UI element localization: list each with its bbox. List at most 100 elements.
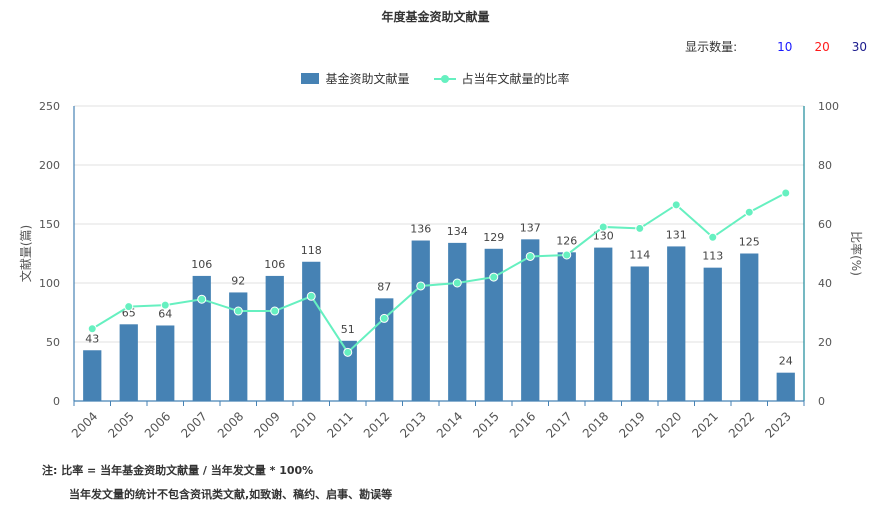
bar [521, 239, 540, 401]
bar-value-label: 92 [231, 274, 245, 287]
x-tick-label: 2015 [470, 409, 501, 440]
x-tick-label: 2019 [616, 409, 647, 440]
display-count-option-20[interactable]: 20 [814, 39, 830, 54]
bar [484, 248, 503, 401]
y-right-tick-label: 60 [818, 218, 832, 231]
x-tick-label: 2020 [653, 409, 684, 440]
bar-value-label: 129 [483, 231, 504, 244]
ratio-point [489, 272, 499, 282]
y-right-tick-label: 40 [818, 277, 832, 290]
ratio-point [343, 347, 353, 357]
x-tick-label: 2023 [762, 409, 793, 440]
x-tick-label: 2009 [251, 409, 282, 440]
note-count-exclusion: 当年发文量的统计不包含资讯类文献,如致谢、稿约、启事、勘误等 [69, 488, 393, 501]
legend-item-bar[interactable]: 基金资助文献量 [301, 70, 410, 87]
ratio-point [562, 250, 572, 260]
bar [265, 275, 284, 401]
ratio-point [270, 306, 280, 316]
bar-value-label: 130 [593, 230, 614, 243]
bar [776, 372, 795, 401]
ratio-point [598, 222, 608, 232]
bar [667, 246, 686, 401]
bar-value-label: 87 [377, 280, 391, 293]
bar [411, 240, 430, 401]
bar [703, 267, 722, 401]
bar-value-label: 51 [341, 323, 355, 336]
ratio-point [781, 188, 791, 198]
bar-value-label: 106 [191, 258, 212, 271]
bar [156, 325, 175, 401]
x-tick-label: 2006 [142, 409, 173, 440]
display-count-selector: 显示数量: 10 20 30 [685, 38, 867, 55]
bar-value-label: 136 [410, 223, 431, 236]
ratio-point [416, 281, 426, 291]
bar-value-label: 134 [447, 225, 468, 238]
ratio-point [379, 313, 389, 323]
x-tick-label: 2011 [324, 409, 355, 440]
x-tick-label: 2022 [726, 409, 757, 440]
ratio-point [635, 223, 645, 233]
ratio-point [744, 207, 754, 217]
y-right-tick-label: 0 [818, 395, 825, 408]
ratio-point [708, 232, 718, 242]
y-left-tick-label: 100 [39, 277, 60, 290]
bar [557, 252, 576, 401]
note-ratio-formula: 注: 比率 = 当年基金资助文献量 / 当年发文量 * 100% [42, 464, 314, 477]
x-tick-label: 2012 [361, 409, 392, 440]
ratio-point [87, 324, 97, 334]
y-right-tick-label: 80 [818, 159, 832, 172]
display-count-option-30[interactable]: 30 [851, 39, 867, 54]
ratio-point [306, 291, 316, 301]
ratio-point [452, 278, 462, 288]
x-tick-label: 2018 [580, 409, 611, 440]
x-tick-label: 2014 [434, 409, 465, 440]
bar-value-label: 125 [739, 236, 760, 249]
bar [338, 340, 357, 401]
display-count-option-10[interactable]: 10 [777, 39, 793, 54]
bar-value-label: 137 [520, 221, 541, 234]
ratio-point [197, 294, 207, 304]
bar-value-label: 64 [158, 307, 172, 320]
legend-line-label: 占当年文献量的比率 [461, 72, 570, 86]
y-left-axis-title: 文献量(篇) [18, 225, 33, 282]
ratio-point [233, 306, 243, 316]
bar [630, 266, 649, 401]
y-right-tick-label: 20 [818, 336, 832, 349]
ratio-point [525, 251, 535, 261]
bar-value-label: 43 [85, 332, 99, 345]
y-left-tick-label: 0 [53, 395, 60, 408]
legend-bar-swatch [301, 73, 320, 84]
x-tick-label: 2010 [288, 409, 319, 440]
legend-item-line[interactable]: 占当年文献量的比率 [433, 70, 570, 87]
bar-value-label: 131 [666, 228, 687, 241]
legend-line-swatch [433, 73, 456, 85]
ratio-point [124, 302, 134, 312]
x-tick-label: 2017 [543, 409, 574, 440]
x-tick-label: 2016 [507, 409, 538, 440]
x-tick-label: 2008 [215, 409, 246, 440]
chart-title: 年度基金资助文献量 [381, 10, 490, 24]
ratio-point [671, 200, 681, 210]
bar [192, 275, 211, 401]
bar-value-label: 24 [779, 355, 793, 368]
x-tick-label: 2021 [689, 409, 720, 440]
bar-value-label: 114 [629, 248, 650, 261]
display-count-label: 显示数量: [685, 40, 738, 54]
ratio-line [91, 192, 787, 354]
legend-bar-label: 基金资助文献量 [325, 72, 410, 86]
x-tick-label: 2004 [69, 409, 100, 440]
y-left-tick-label: 250 [39, 100, 60, 113]
bar [302, 261, 321, 401]
bar [83, 350, 102, 401]
bar [740, 253, 759, 401]
bar [229, 292, 248, 401]
y-right-tick-label: 100 [818, 100, 839, 113]
y-left-tick-label: 200 [39, 159, 60, 172]
bar-value-label: 126 [556, 234, 577, 247]
y-left-tick-label: 150 [39, 218, 60, 231]
chart-canvas: 0 50 100 150 200 250 0 20 40 60 80 100 文献量(篇) 比率(%) 43… [18, 100, 864, 441]
bar [119, 324, 138, 401]
bar [448, 242, 467, 401]
bar-value-label: 106 [264, 258, 285, 271]
ratio-point [160, 300, 170, 310]
